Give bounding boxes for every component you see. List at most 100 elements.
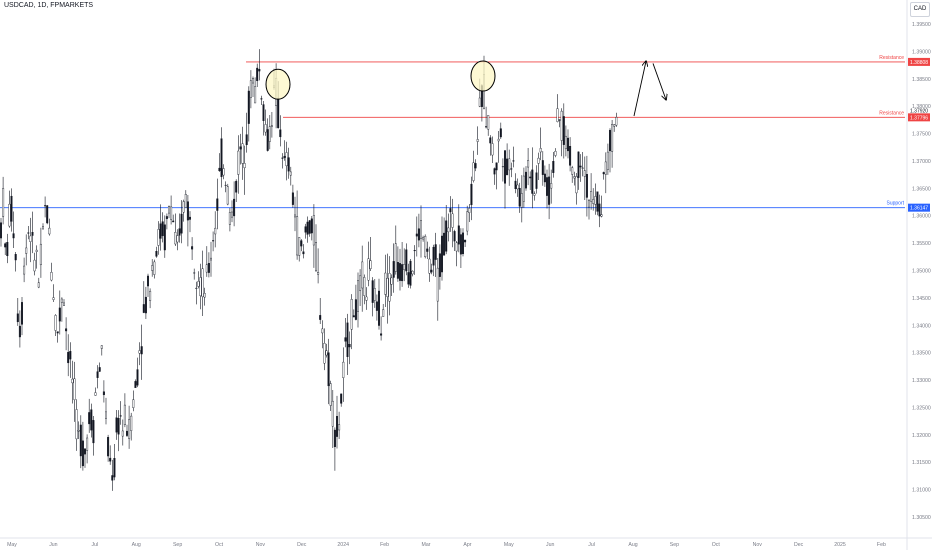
candle-body [58,307,61,322]
candle-body [245,134,248,146]
candle-body [230,211,233,218]
candle-body [459,234,462,255]
candle [585,155,588,217]
candle-body [596,191,599,212]
x-tick-label: Nov [256,542,266,548]
x-tick-label: 2025 [834,542,846,548]
candle [409,258,412,289]
candle [432,244,435,277]
highlight-circle [470,60,496,92]
y-tick-label: 1.32500 [912,405,931,411]
y-tick-label: 1.31500 [912,460,931,466]
candle-body [209,257,212,261]
candle [18,310,21,348]
candle-body [226,186,229,205]
x-tick-label: Aug [132,542,141,548]
candle-body [407,272,410,285]
y-tick-label: 1.37000 [912,159,931,165]
candle [588,198,591,220]
candle-body [443,232,446,256]
candle-body [121,430,124,437]
candle [449,196,452,232]
candle-body [363,277,366,296]
candle [56,331,59,343]
candle [499,122,502,139]
candle-body [567,137,570,152]
candle [613,124,616,132]
candle [327,338,330,405]
candle-body [279,129,282,138]
candle [283,140,286,161]
y-tick-label: 1.31000 [912,488,931,494]
candle-body [191,246,194,250]
candle [504,150,507,209]
candle-body [315,242,318,271]
y-tick-label: 1.35000 [912,269,931,275]
candle [348,331,351,365]
candle-body [18,325,21,338]
candle [543,165,546,187]
candle-body [336,416,339,437]
candle [420,205,423,258]
candle-body [203,293,206,298]
candle-body [556,108,559,122]
candle-body [239,146,242,150]
candle [375,294,378,321]
candle-body [102,391,105,396]
x-tick-label: Feb [380,542,389,548]
candle [365,287,368,310]
candle [611,119,614,168]
candle [577,151,580,190]
candle [96,365,99,389]
candle-body [468,208,471,213]
candle-body [153,261,156,275]
candle [111,459,114,491]
x-tick-label: May [7,542,17,548]
candle-body [380,333,383,336]
candle [23,257,26,283]
candle [447,213,450,242]
candle-body [520,193,523,208]
candle-body [447,227,450,233]
candle [199,263,202,310]
candle [367,241,370,287]
candle-body [237,150,240,175]
candle [29,217,32,263]
candle-body [514,180,517,190]
candle [285,141,288,181]
candle-body [270,125,273,127]
candle [281,153,284,169]
x-tick-label: Dec [297,542,307,548]
candle-body [163,224,166,251]
currency-button[interactable]: CAD [910,2,930,17]
candle [226,183,229,206]
candle [109,445,112,465]
candle [12,211,15,249]
candle [178,213,181,243]
candle [430,263,433,275]
candle-body [344,337,347,342]
x-tick-label: May [504,542,514,548]
candle [346,313,349,376]
candle [592,188,595,211]
candle-body [159,223,162,239]
candle [464,239,467,248]
candle-body [518,187,521,207]
candle-body [104,411,107,419]
candle [258,49,261,81]
candle [407,263,410,288]
candle-body [415,233,418,237]
candle-body [161,221,164,237]
candle [533,191,536,201]
candle [468,204,471,222]
candle [441,216,444,281]
candle-body [420,220,423,239]
candle-body [306,221,309,235]
candle [522,167,525,208]
candle-body [342,361,345,378]
candle-body [504,150,507,184]
candle [564,125,567,157]
candle-body [212,240,215,242]
candle [54,314,57,337]
